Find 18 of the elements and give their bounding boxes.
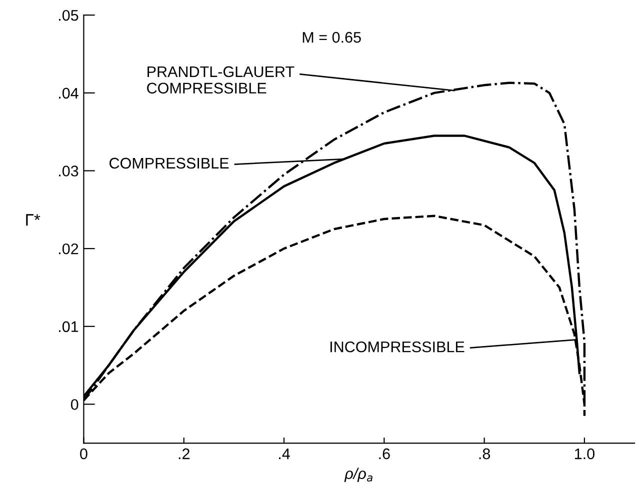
y-tick-label: .03: [59, 166, 78, 176]
x-tick-label: 0: [80, 448, 88, 460]
y-tick-label: .01: [59, 321, 78, 332]
y-axis-title: Γ*: [26, 214, 40, 226]
x-tick-label: .2: [178, 448, 190, 460]
x-tick-label: 1.0: [575, 448, 594, 460]
y-tick-label: .04: [59, 88, 78, 99]
x-tick-label: .6: [379, 448, 390, 460]
x-tick-label: .4: [279, 448, 290, 460]
annotation: M = 0.65: [302, 32, 361, 43]
y-tick-label: 0: [70, 399, 78, 410]
annotation: COMPRESSIBLE: [110, 158, 229, 169]
x-axis-title: ρ/ρ$_{a}$: [344, 468, 372, 482]
y-tick-label: .05: [59, 10, 78, 21]
x-tick-label: .8: [479, 448, 490, 460]
annotation: PRANDTL-GLAUERT COMPRESSIBLE: [147, 66, 294, 94]
annotation: INCOMPRESSIBLE: [330, 341, 464, 352]
y-tick-label: .02: [59, 243, 78, 254]
